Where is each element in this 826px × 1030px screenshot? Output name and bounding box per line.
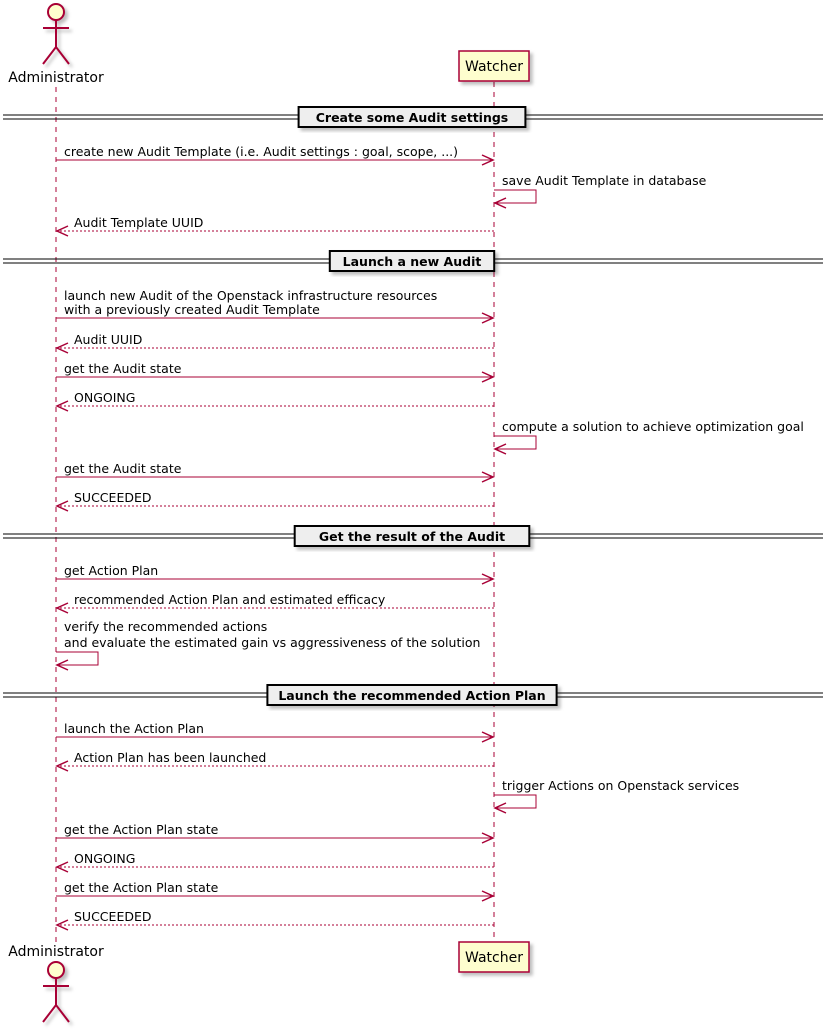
message: compute a solution to achieve optimizati… <box>493 419 804 455</box>
message-label: and evaluate the estimated gain vs aggre… <box>64 635 480 650</box>
arrow-head <box>481 832 495 844</box>
message: create new Audit Template (i.e. Audit se… <box>56 144 495 166</box>
message-label: launch the Action Plan <box>64 721 204 736</box>
section-divider: Launch the recommended Action Plan <box>3 684 823 706</box>
message: get the Action Plan state <box>56 822 495 844</box>
message-label: trigger Actions on Openstack services <box>502 778 739 793</box>
arrow-head <box>55 659 69 671</box>
participant-administrator-bottom-label: Administrator <box>8 944 104 960</box>
message-label: SUCCEEDED <box>74 909 151 924</box>
message-label: Action Plan has been launched <box>74 750 266 765</box>
arrow-head <box>55 225 69 237</box>
message: trigger Actions on Openstack services <box>493 778 739 814</box>
arrow-head <box>55 861 69 873</box>
section-divider: Launch a new Audit <box>3 250 823 272</box>
participant-administrator-top-label: Administrator <box>8 70 104 86</box>
message-label: compute a solution to achieve optimizati… <box>502 419 804 434</box>
divider-label: Launch the recommended Action Plan <box>278 688 545 703</box>
actor-head <box>47 3 65 21</box>
actor-icon-top <box>42 3 70 65</box>
message-label: recommended Action Plan and estimated ef… <box>74 592 386 607</box>
message: SUCCEEDED <box>55 490 494 512</box>
arrow-head <box>481 371 495 383</box>
divider-box <box>293 525 531 547</box>
arrow-head <box>55 919 69 931</box>
message: Audit Template UUID <box>55 215 494 237</box>
divider-label: Get the result of the Audit <box>319 529 505 544</box>
self-arrow-line <box>494 189 537 204</box>
self-arrow-line <box>56 651 99 666</box>
message: SUCCEEDED <box>55 909 494 931</box>
participant-watcher-bottom-label: Watcher <box>465 950 523 966</box>
message-label: SUCCEEDED <box>74 490 151 505</box>
message: launch new Audit of the Openstack infras… <box>56 288 495 324</box>
arrow-head <box>493 443 507 455</box>
section-divider: Create some Audit settings <box>3 106 823 128</box>
message: get Action Plan <box>56 563 495 585</box>
divider-label: Create some Audit settings <box>316 110 509 125</box>
message-label: with a previously created Audit Template <box>64 302 320 317</box>
arrow-head <box>481 573 495 585</box>
section-divider: Get the result of the Audit <box>3 525 823 547</box>
divider-box <box>297 106 527 128</box>
divider-label: Launch a new Audit <box>343 254 482 269</box>
actor-head <box>47 961 65 979</box>
divider-box <box>266 684 558 706</box>
participant-watcher-bottom <box>458 941 530 973</box>
actor-legs <box>42 1003 70 1023</box>
message-label: get the Audit state <box>64 361 182 376</box>
divider-box <box>328 250 496 272</box>
arrow-head <box>55 342 69 354</box>
arrow-head <box>493 802 507 814</box>
message: Audit UUID <box>55 332 494 354</box>
actor-icon-bottom <box>42 961 70 1023</box>
message-label: create new Audit Template (i.e. Audit se… <box>64 144 458 159</box>
arrow-head <box>481 890 495 902</box>
message-label: get Action Plan <box>64 563 158 578</box>
message: get the Action Plan state <box>56 880 495 902</box>
message-label: ONGOING <box>74 390 135 405</box>
message: save Audit Template in database <box>493 173 707 209</box>
arrow-head <box>55 500 69 512</box>
message-label: verify the recommended actions <box>64 619 267 634</box>
arrow-head <box>481 312 495 324</box>
self-arrow-line <box>494 794 537 809</box>
message-label: Audit Template UUID <box>74 215 203 230</box>
arrow-head <box>55 760 69 772</box>
message: launch the Action Plan <box>56 721 495 743</box>
arrow-head <box>481 154 495 166</box>
message-label: get the Action Plan state <box>64 880 219 895</box>
arrow-head <box>55 400 69 412</box>
arrow-head <box>481 731 495 743</box>
arrow-head <box>55 602 69 614</box>
message-label: ONGOING <box>74 851 135 866</box>
message: recommended Action Plan and estimated ef… <box>55 592 494 614</box>
message-label: Audit UUID <box>74 332 142 347</box>
self-arrow-line <box>494 435 537 450</box>
message-label: launch new Audit of the Openstack infras… <box>64 288 437 303</box>
participant-watcher-top-label: Watcher <box>465 59 523 75</box>
participant-watcher-top <box>458 50 530 82</box>
message: Action Plan has been launched <box>55 750 494 772</box>
message-label: save Audit Template in database <box>502 173 707 188</box>
message: ONGOING <box>55 390 494 412</box>
message: get the Audit state <box>56 461 495 483</box>
message-label: get the Action Plan state <box>64 822 219 837</box>
actor-legs <box>42 45 70 65</box>
arrow-head <box>481 471 495 483</box>
message: ONGOING <box>55 851 494 873</box>
arrow-head <box>493 197 507 209</box>
message-label: get the Audit state <box>64 461 182 476</box>
message: get the Audit state <box>56 361 495 383</box>
